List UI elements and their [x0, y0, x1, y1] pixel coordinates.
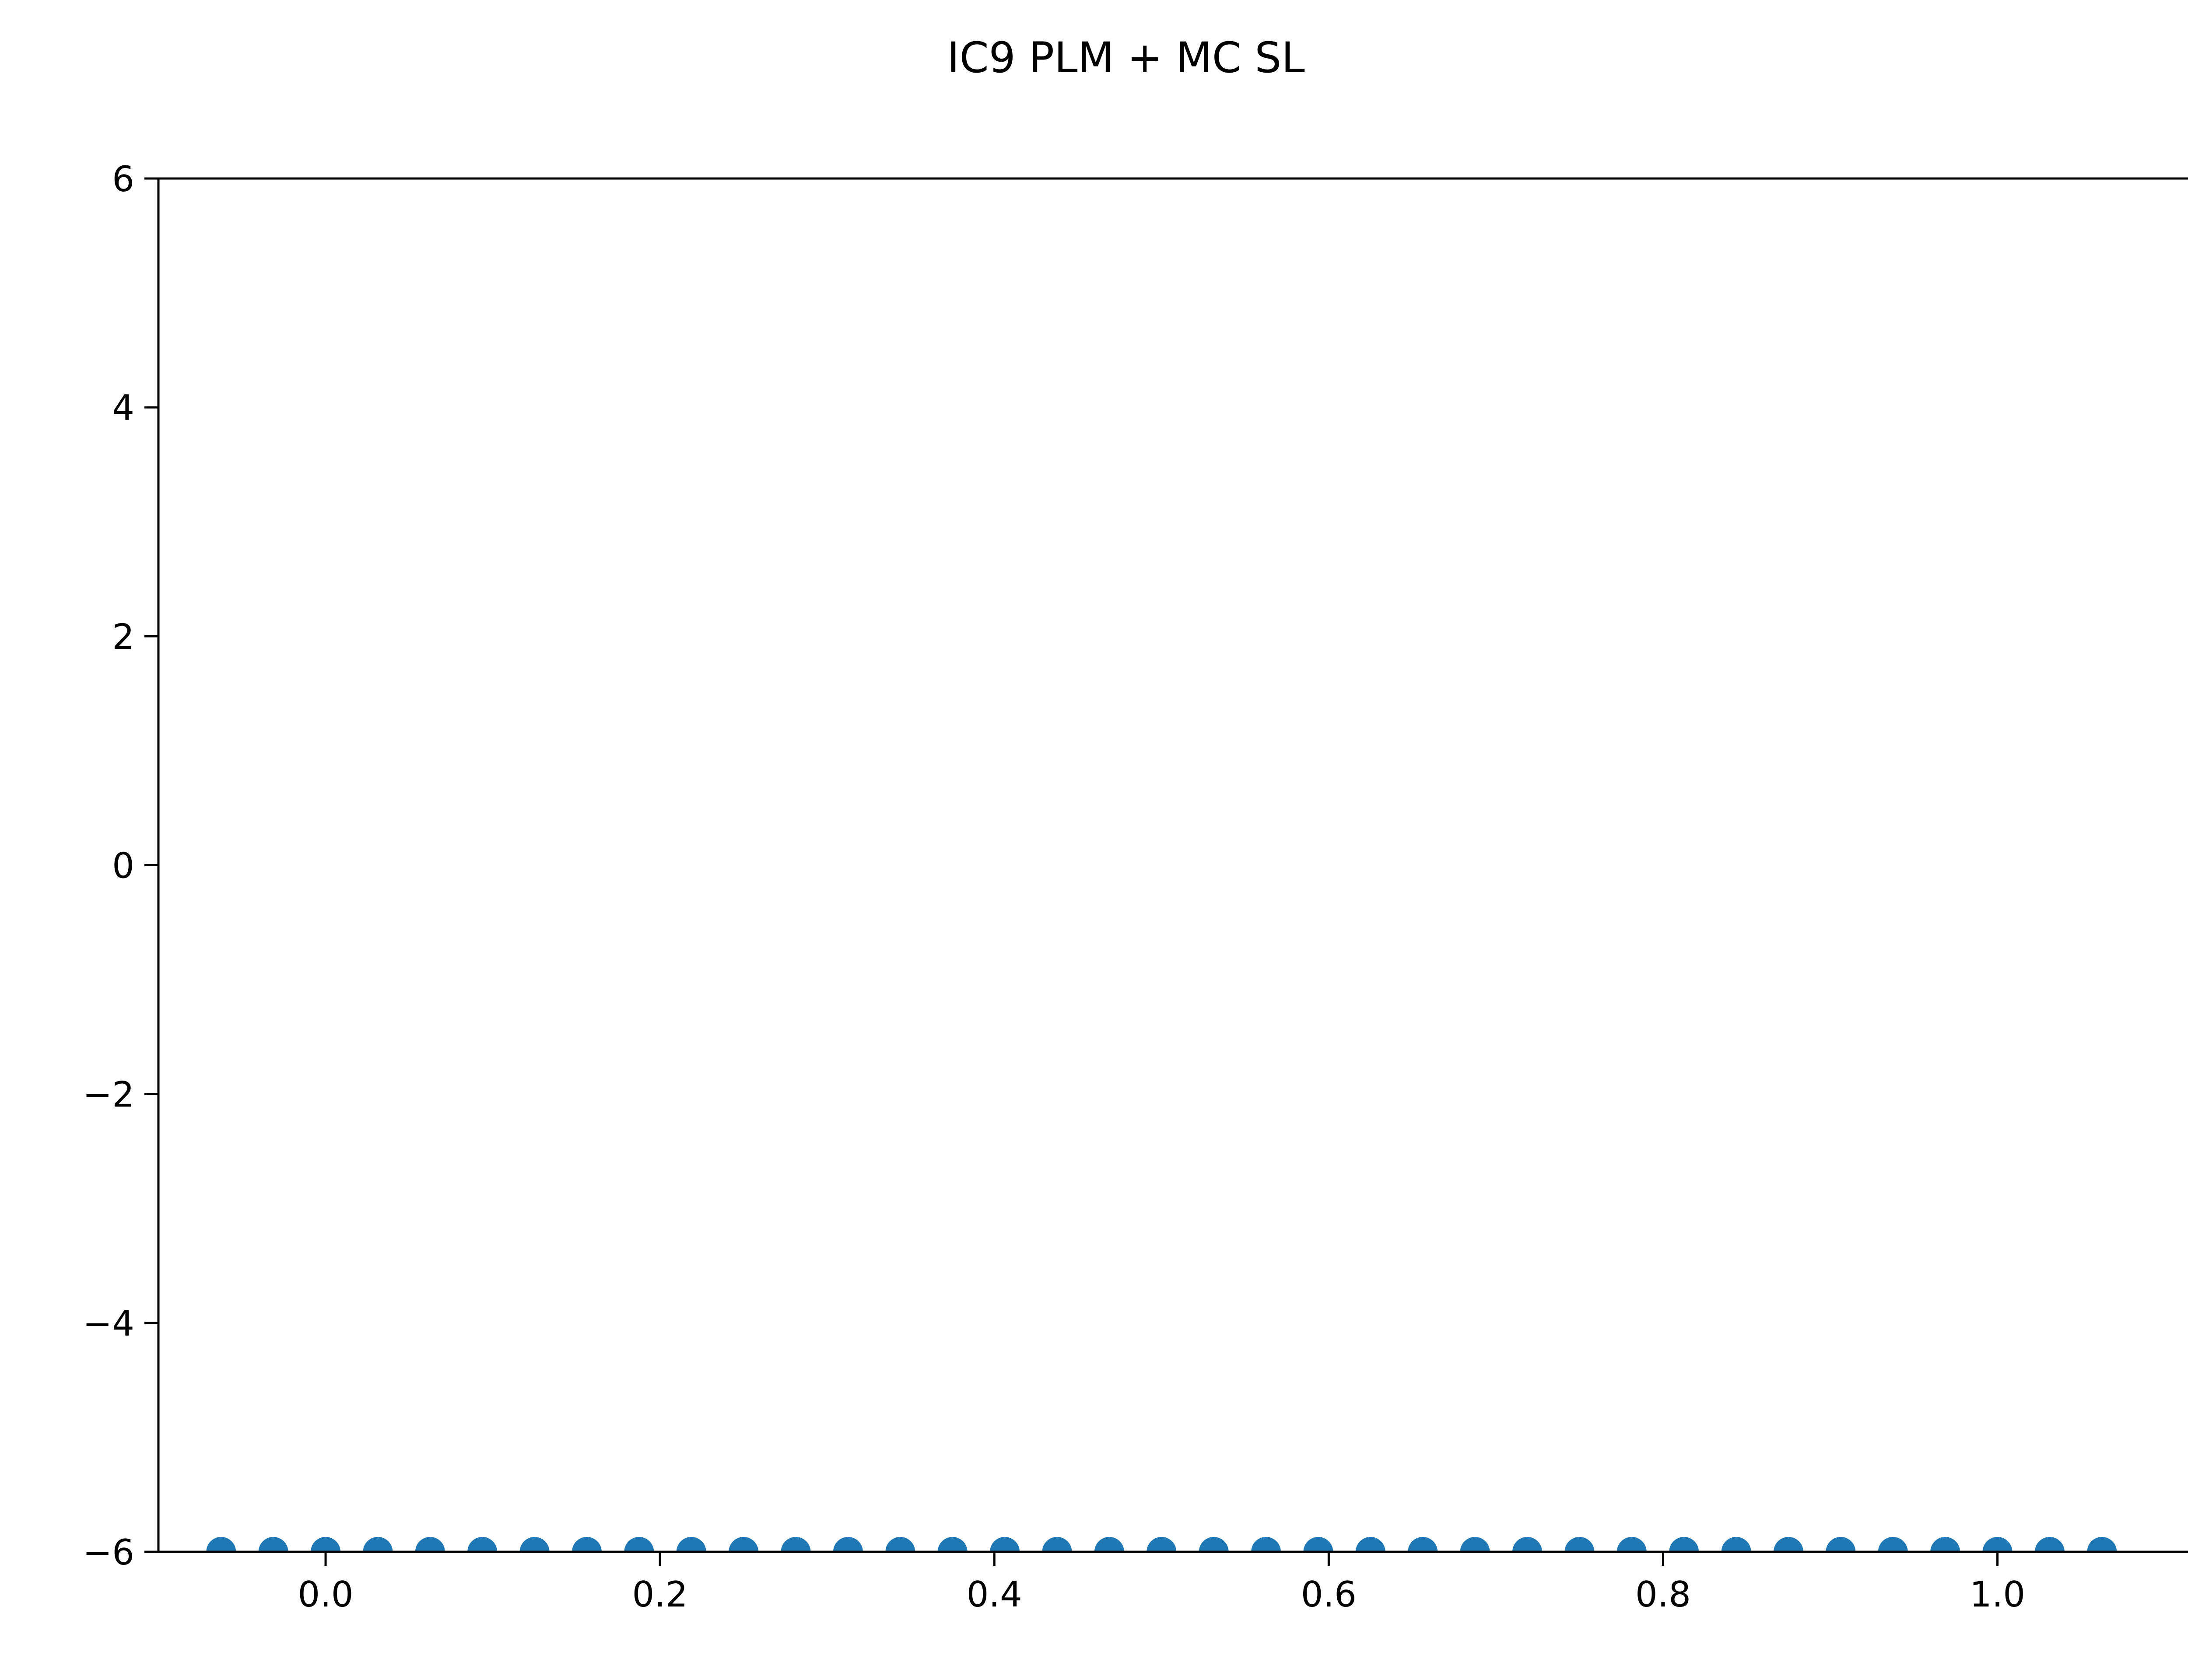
y-tick-label: −4 — [83, 1303, 134, 1344]
x-tick-label: 1.0 — [1970, 1574, 2025, 1615]
x-tick-label: 0.2 — [632, 1574, 688, 1615]
scatter-point — [729, 1537, 759, 1552]
scatter-point — [1669, 1537, 1699, 1552]
scatter-point — [206, 1537, 236, 1552]
scatter-point — [1460, 1537, 1490, 1552]
scatter-point — [467, 1537, 498, 1552]
y-axis: −6 −4 −2 0 2 4 6 — [83, 159, 158, 1573]
x-axis: 0.0 0.2 0.4 0.6 0.8 1.0 — [298, 1552, 2025, 1615]
x-tick-label: 0.4 — [967, 1574, 1022, 1615]
scatter-point — [2034, 1537, 2065, 1552]
scatter-point — [781, 1537, 811, 1552]
y-tick-label: 4 — [112, 388, 134, 428]
plot-area — [206, 1537, 2117, 1552]
scatter-point — [1564, 1537, 1595, 1552]
scatter-point — [1147, 1537, 1177, 1552]
scatter-point — [2087, 1537, 2117, 1552]
y-tick-label: 0 — [112, 846, 134, 886]
scatter-point — [1982, 1537, 2013, 1552]
scatter-point — [363, 1537, 393, 1552]
scatter-point — [624, 1537, 654, 1552]
scatter-point — [1199, 1537, 1229, 1552]
scatter-point — [415, 1537, 445, 1552]
y-tick-label: 2 — [112, 616, 134, 657]
scatter-point — [937, 1537, 968, 1552]
scatter-point — [1930, 1537, 1960, 1552]
scatter-point — [1408, 1537, 1438, 1552]
chart-title: IC9 PLM + MC SL — [947, 33, 1304, 82]
y-tick-label: 6 — [112, 159, 134, 200]
scatter-point — [1616, 1537, 1647, 1552]
scatter-point — [1042, 1537, 1072, 1552]
scatter-point — [311, 1537, 341, 1552]
scatter-point — [885, 1537, 915, 1552]
scatter-point — [1094, 1537, 1124, 1552]
scatter-point — [519, 1537, 550, 1552]
scatter-point — [1826, 1537, 1856, 1552]
y-tick-label: −2 — [83, 1074, 134, 1115]
y-tick-label: −6 — [83, 1532, 134, 1573]
scatter-point — [1355, 1537, 1385, 1552]
x-tick-label: 0.8 — [1635, 1574, 1691, 1615]
x-tick-label: 0.0 — [298, 1574, 353, 1615]
scatter-point — [1251, 1537, 1281, 1552]
scatter-point — [833, 1537, 863, 1552]
x-tick-label: 0.6 — [1301, 1574, 1357, 1615]
scatter-point — [1773, 1537, 1803, 1552]
scatter-point — [1878, 1537, 1908, 1552]
scatter-point — [1303, 1537, 1333, 1552]
scatter-point — [676, 1537, 706, 1552]
scatter-point — [990, 1537, 1020, 1552]
scatter-point — [572, 1537, 602, 1552]
scatter-point — [258, 1537, 288, 1552]
scatter-point — [1721, 1537, 1751, 1552]
scatter-point — [1512, 1537, 1543, 1552]
